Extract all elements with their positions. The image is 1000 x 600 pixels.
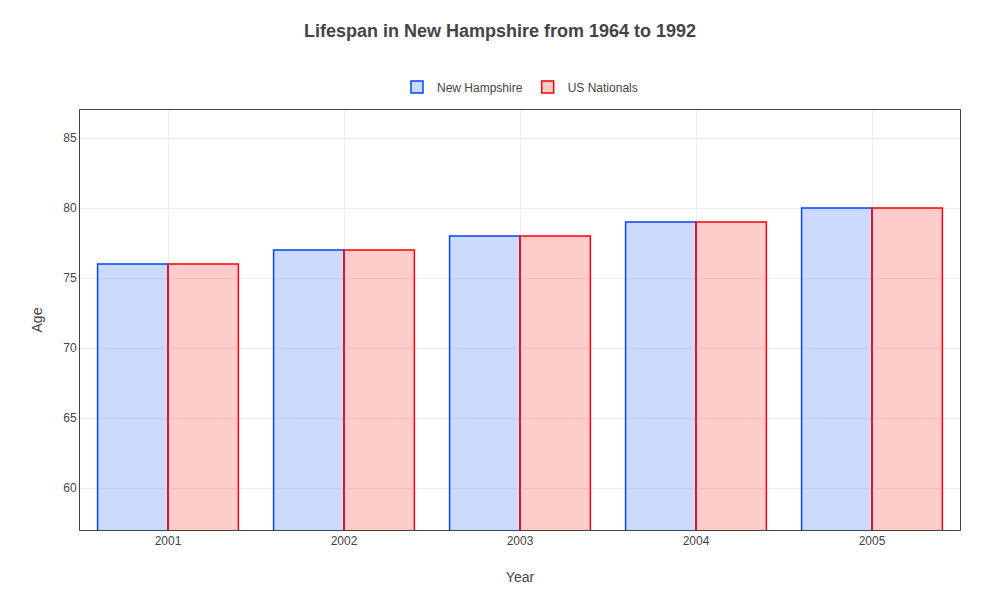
svg-text:Lifespan in New Hampshire from: Lifespan in New Hampshire from 1964 to 1… [304,21,696,41]
svg-text:US Nationals: US Nationals [568,81,638,95]
svg-text:2001: 2001 [155,534,182,548]
svg-text:2005: 2005 [859,534,886,548]
svg-text:65: 65 [63,411,77,425]
svg-text:New Hampshire: New Hampshire [437,81,523,95]
svg-text:2003: 2003 [507,534,534,548]
svg-text:75: 75 [63,271,77,285]
svg-text:80: 80 [63,201,77,215]
svg-text:85: 85 [63,131,77,145]
svg-text:2002: 2002 [331,534,358,548]
svg-text:70: 70 [63,341,77,355]
svg-text:2004: 2004 [683,534,710,548]
svg-text:Year: Year [506,569,535,585]
svg-text:Age: Age [29,307,45,332]
svg-text:60: 60 [63,481,77,495]
